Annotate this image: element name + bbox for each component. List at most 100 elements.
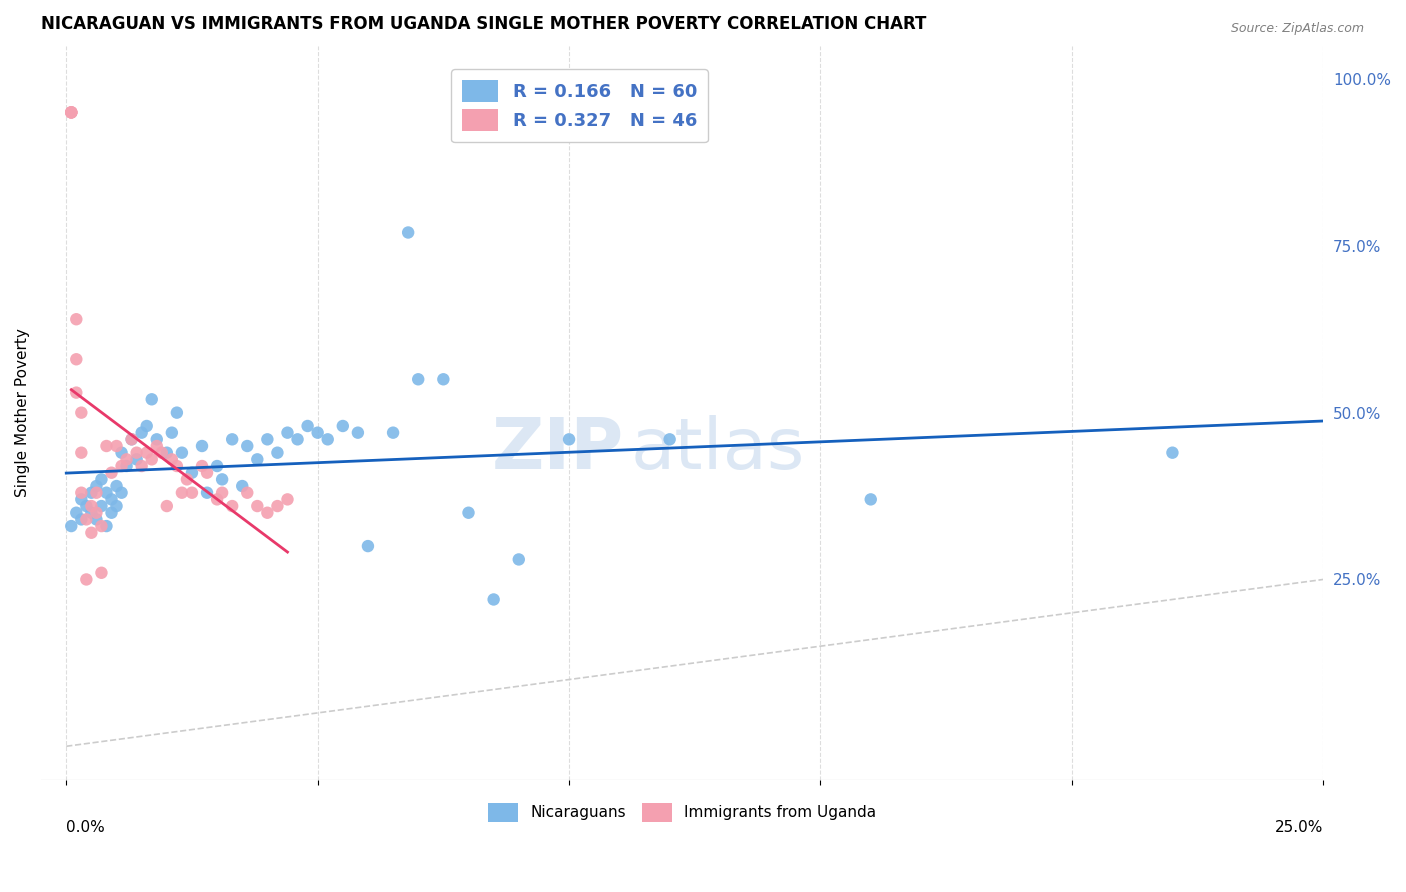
Text: 0.0%: 0.0%: [66, 820, 105, 835]
Point: [266, 499, 288, 513]
Point: [145, 433, 167, 447]
Point: [105, 499, 128, 513]
Point: [60, 105, 83, 120]
Point: [1161, 445, 1184, 459]
Point: [100, 492, 122, 507]
Point: [100, 506, 122, 520]
Point: [307, 425, 329, 440]
Point: [382, 425, 405, 440]
Point: [211, 472, 233, 486]
Text: Source: ZipAtlas.com: Source: ZipAtlas.com: [1230, 22, 1364, 36]
Point: [86, 479, 108, 493]
Point: [195, 466, 218, 480]
Point: [406, 372, 429, 386]
Point: [482, 592, 505, 607]
Point: [60, 105, 83, 120]
Point: [256, 433, 278, 447]
Point: [86, 506, 108, 520]
Point: [135, 419, 157, 434]
Point: [150, 445, 173, 459]
Text: 25.0%: 25.0%: [1275, 820, 1323, 835]
Point: [110, 445, 132, 459]
Point: [65, 385, 87, 400]
Point: [90, 472, 112, 486]
Point: [86, 485, 108, 500]
Point: [221, 433, 243, 447]
Legend: Nicaraguans, Immigrants from Uganda: Nicaraguans, Immigrants from Uganda: [478, 794, 886, 830]
Point: [170, 445, 193, 459]
Point: [558, 433, 581, 447]
Point: [141, 452, 163, 467]
Point: [90, 519, 112, 533]
Point: [160, 425, 183, 440]
Point: [75, 499, 97, 513]
Point: [125, 445, 148, 459]
Point: [246, 452, 269, 467]
Point: [105, 439, 128, 453]
Point: [236, 439, 259, 453]
Point: [115, 458, 138, 473]
Point: [80, 525, 103, 540]
Point: [115, 452, 138, 467]
Point: [236, 485, 259, 500]
Point: [457, 506, 479, 520]
Point: [166, 458, 188, 473]
Point: [181, 485, 204, 500]
Point: [231, 479, 253, 493]
Point: [396, 226, 419, 240]
Point: [160, 452, 183, 467]
Point: [60, 105, 83, 120]
Point: [205, 492, 228, 507]
Point: [80, 485, 103, 500]
Point: [65, 312, 87, 326]
Point: [70, 406, 93, 420]
Point: [90, 566, 112, 580]
Point: [60, 519, 83, 533]
Point: [125, 452, 148, 467]
Point: [121, 433, 143, 447]
Point: [110, 485, 132, 500]
Point: [100, 466, 122, 480]
Point: [70, 485, 93, 500]
Point: [110, 458, 132, 473]
Point: [297, 419, 319, 434]
Point: [266, 445, 288, 459]
Point: [80, 506, 103, 520]
Point: [131, 458, 153, 473]
Point: [145, 439, 167, 453]
Point: [276, 492, 298, 507]
Point: [131, 425, 153, 440]
Point: [96, 485, 118, 500]
Text: atlas: atlas: [631, 415, 806, 483]
Point: [658, 433, 681, 447]
Point: [135, 445, 157, 459]
Point: [357, 539, 380, 553]
Point: [80, 499, 103, 513]
Point: [170, 485, 193, 500]
Y-axis label: Single Mother Poverty: Single Mother Poverty: [15, 328, 30, 497]
Point: [156, 445, 179, 459]
Point: [246, 499, 269, 513]
Point: [256, 506, 278, 520]
Point: [70, 445, 93, 459]
Point: [211, 485, 233, 500]
Point: [176, 472, 198, 486]
Point: [70, 492, 93, 507]
Point: [221, 499, 243, 513]
Point: [75, 512, 97, 526]
Point: [191, 439, 214, 453]
Point: [276, 425, 298, 440]
Point: [166, 406, 188, 420]
Point: [195, 485, 218, 500]
Point: [316, 433, 339, 447]
Point: [432, 372, 454, 386]
Text: ZIP: ZIP: [492, 415, 624, 483]
Point: [96, 439, 118, 453]
Point: [332, 419, 354, 434]
Point: [96, 519, 118, 533]
Point: [90, 499, 112, 513]
Point: [65, 352, 87, 367]
Point: [191, 458, 214, 473]
Point: [287, 433, 309, 447]
Point: [60, 105, 83, 120]
